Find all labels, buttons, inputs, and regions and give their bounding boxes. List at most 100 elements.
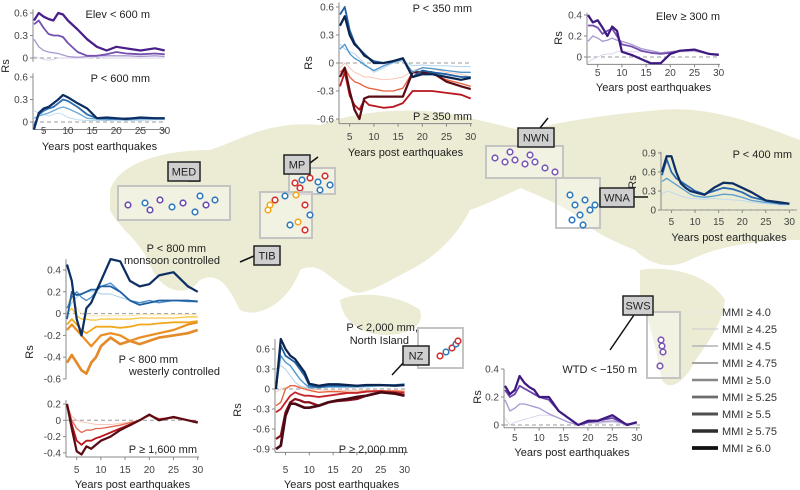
series-line — [504, 399, 637, 426]
y-tick-label: 0.2 — [485, 393, 499, 404]
series-line — [66, 282, 198, 309]
region-label-box — [599, 187, 635, 208]
region-label: MED — [172, 167, 197, 179]
x-tick-label: 10 — [616, 68, 628, 79]
series-line — [504, 414, 637, 426]
sample-site-marker — [579, 221, 587, 229]
legend-item-label: MMI ≥ 5.0 — [722, 375, 771, 387]
series-line — [274, 337, 405, 390]
x-tick-label: 10 — [304, 465, 316, 476]
panel-annotation: P ≥ 2,000 mm — [339, 444, 407, 456]
legend: MMI ≥ 4.0 MMI ≥ 4.25 MMI ≥ 4.5 MMI ≥ 4.75 MM… — [692, 307, 777, 455]
panel-annotation: P < 800 mm — [147, 243, 206, 255]
y-tick-label: -0.6 — [253, 425, 271, 436]
leader-line — [539, 117, 549, 129]
x-axis-label: Years post earthquakes — [514, 447, 630, 459]
x-axis-label: Years post earthquakes — [671, 232, 787, 244]
x-tick-label: 10 — [62, 126, 74, 137]
x-tick-label: 5 — [347, 132, 353, 143]
legend-item-label: MMI ≥ 4.5 — [722, 341, 771, 353]
sample-site-marker — [448, 344, 456, 352]
x-tick-label: 15 — [641, 68, 653, 79]
sample-site-marker — [436, 352, 444, 360]
x-tick-label: 5 — [41, 126, 47, 137]
x-tick-label: 10 — [689, 217, 701, 228]
x-tick-label: 25 — [135, 126, 147, 137]
sample-site-marker — [591, 201, 599, 209]
panel-annotation: P < 400 mm — [733, 149, 792, 161]
y-tick-label: -0.4 — [44, 353, 62, 364]
world-map — [110, 109, 800, 386]
series-line — [338, 15, 471, 81]
sample-site-marker — [659, 348, 667, 356]
y-tick-label: 0.3 — [14, 95, 28, 106]
series-line — [587, 50, 719, 63]
panel-a1: 0 0.3 0.6 Rs Elev < 600 m — [0, 9, 166, 73]
sample-site-marker — [306, 174, 314, 182]
panel-annotation: North Island — [350, 335, 409, 347]
region-sample-box — [117, 185, 231, 221]
series-line — [66, 296, 198, 317]
x-tick-label: 30 — [192, 465, 204, 476]
map-australia — [340, 294, 421, 335]
legend-item-label: MMI ≥ 4.0 — [722, 307, 771, 319]
sample-site-marker — [658, 342, 666, 350]
series-line — [66, 318, 198, 335]
sample-site-marker — [314, 178, 322, 186]
region-label-box — [402, 345, 430, 366]
y-tick-label: 0 — [22, 118, 28, 129]
sample-site-marker — [442, 348, 450, 356]
region-label-box — [622, 295, 654, 316]
sample-site-marker — [202, 201, 210, 209]
region-label-box — [283, 154, 311, 175]
y-tick-label: 0.6 — [320, 3, 334, 14]
sample-site-marker — [156, 196, 164, 204]
y-tick-label: 0.3 — [256, 365, 270, 376]
x-tick-label: 20 — [665, 68, 677, 79]
map-north-america — [480, 109, 800, 266]
sample-site-marker — [566, 191, 574, 199]
sample-site-marker — [298, 176, 306, 184]
series-line — [275, 390, 405, 414]
map-south-america — [640, 268, 725, 386]
series-line — [65, 328, 199, 375]
y-tick-label: 0.4 — [47, 266, 61, 277]
y-tick-label: 0.2 — [568, 32, 582, 43]
region-label: MP — [289, 160, 306, 172]
y-tick-label: 0.6 — [14, 9, 28, 20]
series-line — [66, 285, 198, 320]
sample-site-marker — [286, 221, 294, 229]
x-tick-label: 20 — [737, 217, 749, 228]
sample-site-marker — [326, 181, 334, 189]
panel-g: 5 10 15 20 25 30 0 0.2 0.4 Rs Years post earthquak… — [472, 364, 643, 459]
sample-site-marker — [146, 206, 154, 214]
sample-site-marker — [301, 201, 309, 209]
panel-annotation: P < 600 mm — [91, 73, 150, 85]
x-tick-label: 15 — [87, 126, 99, 137]
y-axis-label: Rs — [24, 345, 36, 359]
sample-site-marker — [292, 191, 300, 199]
y-axis-label: Rs — [303, 56, 315, 70]
y-tick-label: 0 — [493, 421, 499, 432]
y-tick-label: 0.6 — [14, 73, 28, 84]
y-tick-label: -0.3 — [253, 405, 271, 416]
x-tick-label: 30 — [399, 465, 411, 476]
series-line — [33, 110, 165, 121]
panel-annotation: P < 2,000 mm, — [346, 322, 418, 334]
x-tick-label: 30 — [631, 433, 643, 444]
sample-site-marker — [124, 201, 132, 209]
region-med: MED — [117, 161, 231, 221]
series-line — [33, 19, 165, 57]
panel-a2: 5 10 15 20 25 30 0 0.3 0.6 Years post earthquakes… — [14, 73, 171, 154]
y-axis-label: Rs — [627, 175, 639, 189]
sample-site-marker — [541, 164, 549, 172]
region-nz: NZ — [391, 327, 464, 376]
leader-line — [239, 255, 255, 263]
y-tick-label: 0 — [264, 385, 270, 396]
y-tick-label: -0.2 — [44, 331, 62, 342]
sample-site-marker — [526, 151, 534, 159]
x-tick-label: 30 — [784, 217, 796, 228]
legend-item-label: MMI ≥ 4.75 — [722, 358, 777, 370]
sample-site-marker — [571, 201, 579, 209]
y-tick-label: -0.4 — [44, 448, 62, 459]
